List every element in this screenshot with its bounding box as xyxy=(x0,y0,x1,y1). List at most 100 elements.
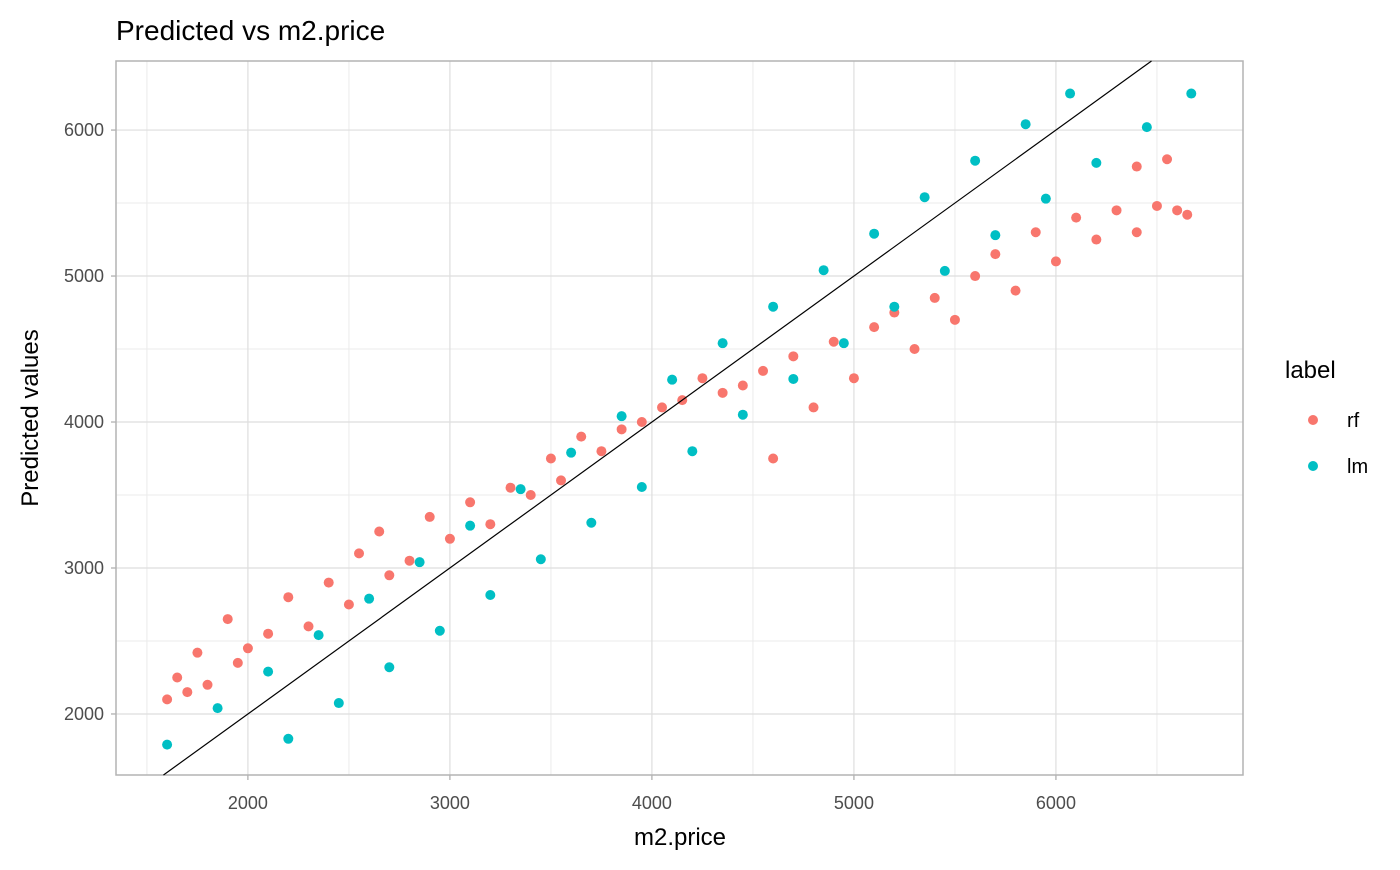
point xyxy=(758,365,769,376)
point xyxy=(970,271,981,282)
point xyxy=(1131,227,1142,238)
point xyxy=(182,687,193,698)
point xyxy=(657,402,668,413)
point xyxy=(990,249,1001,260)
point xyxy=(1010,285,1021,296)
point xyxy=(374,526,385,537)
y-axis-label: Predicted values xyxy=(17,329,44,506)
point xyxy=(909,344,920,355)
point xyxy=(717,338,728,349)
point xyxy=(828,336,839,347)
panel-border xyxy=(115,60,1244,776)
point xyxy=(535,554,546,565)
y-tick-label: 4000 xyxy=(64,412,104,432)
point xyxy=(616,424,627,435)
point xyxy=(737,380,748,391)
point xyxy=(333,698,344,709)
point xyxy=(1050,256,1061,267)
point xyxy=(465,497,476,508)
point xyxy=(384,662,395,673)
x-tick-label: 3000 xyxy=(430,793,470,813)
point xyxy=(263,666,274,677)
point xyxy=(848,373,859,384)
point xyxy=(263,628,274,639)
point xyxy=(192,647,203,658)
legend-label: rf xyxy=(1347,410,1360,432)
legend-label: lm xyxy=(1347,456,1368,478)
point xyxy=(525,490,536,501)
point xyxy=(970,155,981,166)
point xyxy=(283,592,294,603)
point xyxy=(1131,161,1142,172)
y-tick-label: 5000 xyxy=(64,266,104,286)
point xyxy=(1182,209,1193,220)
point xyxy=(919,192,930,203)
point xyxy=(354,548,365,559)
point xyxy=(515,484,526,495)
point xyxy=(1020,119,1031,130)
point xyxy=(869,322,880,333)
point xyxy=(636,417,647,428)
legend-marker xyxy=(1308,461,1318,471)
point xyxy=(687,446,698,457)
chart-title: Predicted vs m2.price xyxy=(116,15,385,46)
point xyxy=(616,411,627,422)
point xyxy=(434,625,445,636)
point xyxy=(545,453,556,464)
point xyxy=(556,475,567,486)
point xyxy=(990,230,1001,241)
point xyxy=(788,351,799,362)
point xyxy=(586,517,597,528)
x-tick-label: 5000 xyxy=(834,793,874,813)
point xyxy=(838,338,849,349)
x-tick-label: 2000 xyxy=(228,793,268,813)
point xyxy=(505,482,516,493)
point xyxy=(162,739,173,750)
point xyxy=(202,679,213,690)
legend-title: label xyxy=(1285,357,1336,384)
point xyxy=(818,265,829,276)
point xyxy=(1162,154,1173,165)
point xyxy=(1065,88,1076,99)
point xyxy=(808,402,819,413)
point xyxy=(697,373,708,384)
reference-line xyxy=(163,60,1152,776)
x-tick-label: 6000 xyxy=(1036,793,1076,813)
point xyxy=(1141,122,1152,133)
point xyxy=(283,733,294,744)
point xyxy=(1091,234,1102,245)
point xyxy=(222,614,233,625)
point xyxy=(384,570,395,581)
point xyxy=(667,374,678,385)
point xyxy=(1091,157,1102,168)
point xyxy=(566,447,577,458)
point xyxy=(444,533,455,544)
point xyxy=(869,228,880,239)
point xyxy=(424,511,435,522)
point xyxy=(232,657,243,668)
point xyxy=(313,630,324,641)
point xyxy=(485,519,496,530)
y-tick-label: 2000 xyxy=(64,704,104,724)
point xyxy=(768,301,779,312)
point xyxy=(1186,88,1197,99)
x-axis-label: m2.price xyxy=(634,824,726,851)
point xyxy=(576,431,587,442)
point xyxy=(242,643,253,654)
x-tick-label: 4000 xyxy=(632,793,672,813)
point xyxy=(1172,205,1183,216)
point xyxy=(1111,205,1122,216)
point xyxy=(404,555,415,566)
point xyxy=(1040,193,1051,204)
point xyxy=(212,703,223,714)
y-tick-label: 3000 xyxy=(64,558,104,578)
point xyxy=(949,314,960,325)
point xyxy=(889,301,900,312)
point xyxy=(929,292,940,303)
point xyxy=(172,672,183,683)
point xyxy=(737,409,748,420)
point xyxy=(414,557,425,568)
point xyxy=(485,590,496,601)
point xyxy=(768,453,779,464)
